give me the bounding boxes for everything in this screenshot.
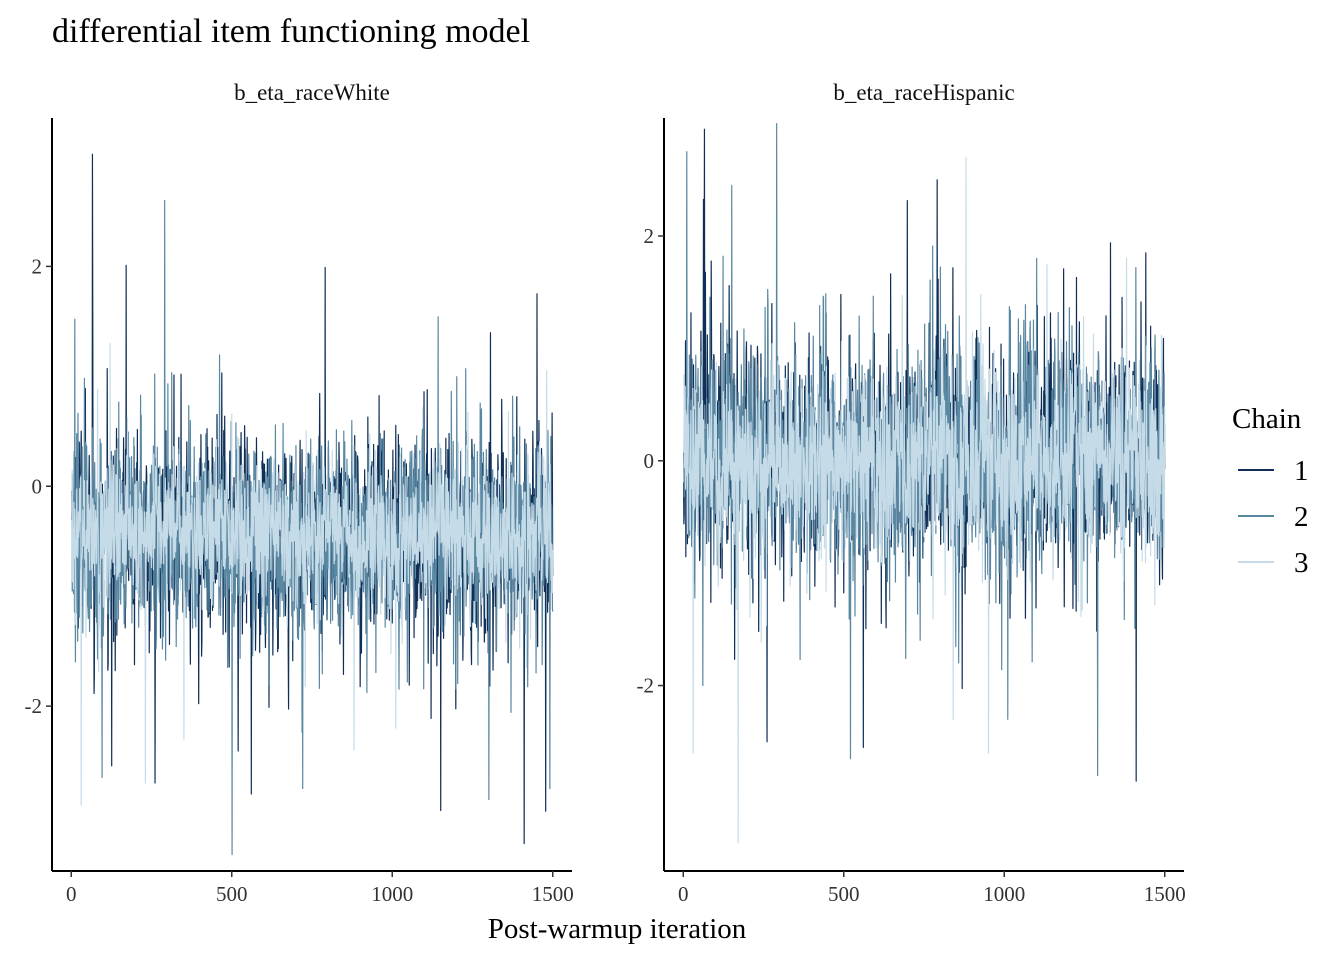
y-tick-label: 2 (644, 224, 655, 248)
legend-title: Chain (1232, 403, 1302, 435)
y-tick-label: -2 (637, 674, 655, 698)
panel-strip-label: b_eta_raceWhite (234, 80, 390, 105)
y-tick-label: 0 (644, 449, 655, 473)
y-tick-label: -2 (25, 694, 43, 718)
panel-b-eta-race-hispanic: b_eta_raceHispanic -2 0 2 0 500 1000 1500 (637, 80, 1186, 906)
legend-label-chain-3: 3 (1294, 547, 1309, 579)
x-tick-label: 0 (678, 882, 689, 906)
trace-chain-3 (683, 156, 1166, 844)
x-tick-label: 1000 (983, 882, 1025, 906)
legend-label-chain-2: 2 (1294, 501, 1309, 533)
x-tick-label: 500 (828, 882, 860, 906)
chart-title: differential item functioning model (52, 13, 530, 50)
legend-label-chain-1: 1 (1294, 455, 1309, 487)
y-tick-label: 2 (32, 254, 43, 278)
x-axis-label: Post-warmup iteration (488, 913, 747, 945)
trace-chain-3 (70, 342, 554, 806)
x-tick-label: 1500 (532, 882, 574, 906)
x-tick-label: 1000 (371, 882, 413, 906)
x-tick-label: 1500 (1144, 882, 1186, 906)
legend: Chain 1 2 3 (1232, 403, 1309, 579)
y-tick-label: 0 (32, 474, 43, 498)
x-tick-label: 0 (66, 882, 77, 906)
panel-b-eta-race-white: b_eta_raceWhite -2 0 2 0 500 1000 1500 (25, 80, 574, 906)
x-tick-label: 500 (216, 882, 248, 906)
panel-strip-label: b_eta_raceHispanic (833, 80, 1014, 105)
